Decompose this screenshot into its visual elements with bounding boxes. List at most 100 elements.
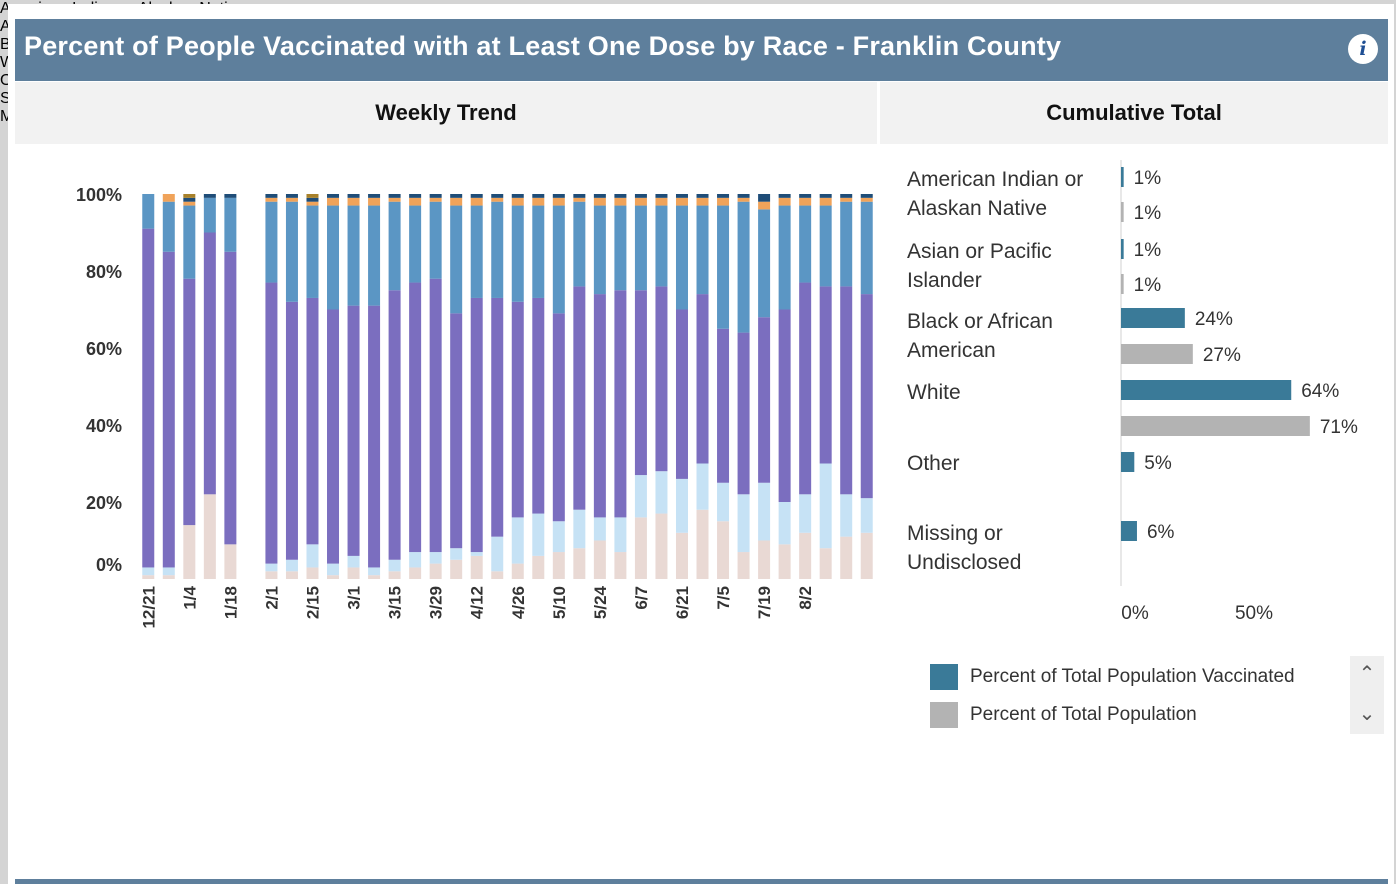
bar-segment	[799, 197, 812, 206]
bar-segment	[450, 197, 463, 206]
bar-segment	[819, 548, 832, 579]
bar-segment	[306, 194, 319, 198]
bar-segment	[840, 286, 853, 495]
vaccinated-bar	[1121, 167, 1124, 187]
bar-segment	[655, 197, 668, 206]
bar-segment	[450, 313, 463, 549]
bar-segment	[409, 282, 422, 553]
bar-segment	[717, 328, 730, 483]
bar-segment	[162, 251, 175, 568]
data-label: 5%	[1144, 453, 1172, 474]
bar-segment	[511, 197, 524, 206]
bar-segment	[860, 194, 873, 198]
bar-segment	[552, 197, 565, 206]
bar-segment	[840, 201, 853, 287]
bar-segment	[265, 563, 278, 572]
bar-segment	[203, 232, 216, 495]
bar-segment	[860, 498, 873, 533]
bar-segment	[162, 194, 175, 202]
x-tick-label: 8/2	[796, 586, 815, 610]
bar-segment	[778, 205, 791, 310]
category-label: Black or African	[907, 310, 1053, 333]
bar-segment	[573, 509, 586, 549]
bar-segment	[737, 201, 750, 333]
x-tick-label: 4/12	[468, 586, 487, 619]
bar-segment	[614, 552, 627, 579]
bar-segment	[675, 532, 688, 579]
bar-segment	[532, 555, 545, 579]
bar-segment	[347, 305, 360, 556]
bar-segment	[819, 194, 832, 198]
bar-segment	[470, 552, 483, 556]
bar-segment	[758, 209, 771, 318]
bar-segment	[285, 301, 298, 560]
bar-segment	[573, 548, 586, 579]
bar-segment	[696, 509, 709, 579]
bar-segment	[265, 201, 278, 283]
bar-segment	[224, 251, 237, 545]
bar-segment	[696, 194, 709, 198]
bar-segment	[306, 201, 319, 206]
category-label: Missing or	[907, 522, 1003, 545]
legend-label: Percent of Total Population Vaccinated	[970, 666, 1295, 687]
bar-segment	[265, 194, 278, 198]
data-label: 1%	[1134, 168, 1162, 189]
bar-segment	[511, 205, 524, 302]
x-tick-label: 0%	[1121, 603, 1149, 624]
legend-swatch	[930, 702, 958, 728]
bar-segment	[737, 494, 750, 553]
bar-segment	[409, 205, 422, 283]
bar-segment	[552, 194, 565, 198]
bar-segment	[593, 194, 606, 198]
bar-segment	[614, 194, 627, 198]
x-tick-label: 6/21	[673, 586, 692, 619]
bar-segment	[368, 194, 381, 198]
bar-segment	[224, 544, 237, 579]
bar-segment	[511, 563, 524, 579]
population-bar	[1121, 274, 1124, 294]
x-tick-label: 1/18	[221, 586, 240, 619]
bar-segment	[429, 278, 442, 553]
bar-segment	[758, 540, 771, 579]
x-tick-label: 7/5	[714, 586, 733, 610]
bar-segment	[778, 309, 791, 502]
bar-segment	[265, 197, 278, 202]
bar-segment	[511, 301, 524, 518]
bar-segment	[840, 197, 853, 202]
bar-segment	[614, 197, 627, 206]
bar-segment	[778, 544, 791, 579]
bar-segment	[450, 205, 463, 314]
bar-segment	[737, 332, 750, 495]
bar-segment	[388, 571, 401, 579]
chevron-up-icon[interactable]: ⌃	[1358, 663, 1376, 685]
bar-segment	[573, 286, 586, 510]
bar-segment	[593, 540, 606, 579]
bar-segment	[573, 194, 586, 198]
bar-segment	[470, 555, 483, 579]
bar-segment	[306, 205, 319, 298]
bar-segment	[224, 194, 237, 198]
bar-segment	[634, 475, 647, 518]
bar-segment	[552, 521, 565, 553]
legend-scroller[interactable]: ⌃ ⌄	[1350, 656, 1384, 734]
bar-segment	[819, 286, 832, 464]
bar-segment	[819, 205, 832, 287]
bar-segment	[470, 297, 483, 553]
bar-segment	[429, 201, 442, 279]
legend-label: Percent of Total Population	[970, 704, 1197, 725]
info-icon[interactable]: i	[1348, 34, 1378, 64]
bar-segment	[860, 532, 873, 579]
chevron-down-icon[interactable]: ⌄	[1358, 703, 1376, 725]
bar-segment	[552, 313, 565, 522]
bar-segment	[224, 197, 237, 252]
bar-segment	[368, 205, 381, 306]
bar-segment	[347, 555, 360, 568]
x-tick-label: 3/1	[345, 586, 364, 610]
chart-title: Percent of People Vaccinated with at Lea…	[24, 31, 1062, 61]
data-label: 1%	[1134, 240, 1162, 261]
bar-segment	[409, 194, 422, 198]
bar-segment	[409, 197, 422, 206]
bar-segment	[799, 194, 812, 198]
bar-segment	[183, 205, 196, 279]
bar-segment	[675, 205, 688, 310]
